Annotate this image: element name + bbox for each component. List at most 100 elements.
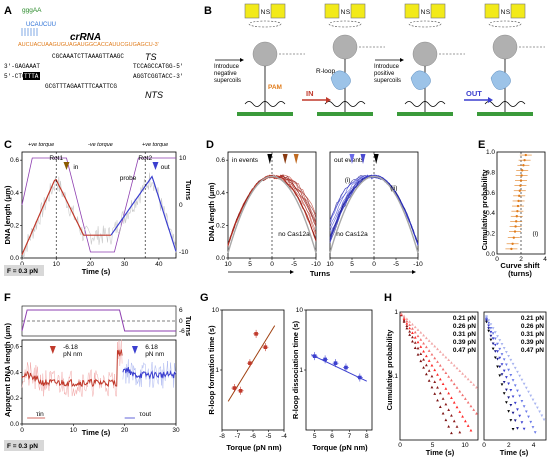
h-point	[422, 358, 425, 361]
h-point	[472, 408, 476, 411]
h-point	[500, 343, 504, 346]
h-point	[450, 396, 453, 399]
d-title: out events	[334, 157, 365, 164]
c-probe-label: probe	[120, 175, 137, 182]
c-in-label: in	[73, 164, 78, 171]
h-xtick-label: 0	[398, 442, 402, 449]
f-ylabel: Apparent DNA length (μm)	[3, 323, 12, 417]
h-legend-entry: 0.39 pN	[453, 339, 476, 346]
h-point	[472, 383, 476, 386]
g-frame	[305, 309, 373, 431]
h-point	[491, 327, 495, 330]
h-point	[491, 332, 495, 335]
d-ylabel: DNA length (μm)	[207, 182, 216, 241]
d-ytick-label: 0.4	[216, 190, 225, 197]
panel-g: G 1 10 -8 -7 -6 -5 -4 1 10 5 6 7 8 R-loop formation …	[200, 292, 373, 452]
h-point	[447, 358, 451, 362]
h-point	[493, 350, 497, 353]
h-point	[505, 350, 508, 354]
h-point	[416, 346, 420, 350]
step-arrow-head	[240, 58, 244, 62]
h-point	[444, 371, 448, 375]
g-left-xlabel: Torque (pN nm)	[226, 443, 282, 452]
magnet-n-label: N	[501, 9, 506, 16]
c-xtick-label: 40	[155, 261, 163, 268]
g-point	[254, 332, 258, 336]
h-point	[531, 426, 535, 429]
f-turn-tick: 6	[179, 307, 183, 314]
g-point	[344, 365, 348, 370]
h-point	[536, 406, 539, 410]
panel-e: E 0.0 0.2 0.4 0.6 0.8 1.0 0 2 4 (i) Cumulative pr…	[478, 139, 547, 278]
g-point	[263, 345, 268, 349]
c-ytick-label: 0.0	[10, 255, 19, 262]
h-point	[402, 320, 406, 323]
b-step1: Introduce negative supercoils	[214, 64, 241, 84]
d-xarrow	[228, 270, 416, 274]
panel-label-e: E	[478, 139, 485, 151]
e-point	[524, 153, 527, 157]
h-point	[463, 419, 467, 423]
h-point	[438, 350, 442, 353]
cas12a	[330, 70, 351, 90]
panel-label-g: G	[200, 292, 209, 304]
c-plot: 0.0 0.2 0.4 0.6 0 10 20 30 40 10 0 -10 Rot1 Rot2 in out…	[10, 151, 189, 268]
h-point	[458, 410, 462, 413]
h-point	[433, 356, 437, 360]
b-arrow-in: IN	[302, 89, 331, 103]
d-xtick-label: 10	[326, 261, 334, 268]
h-point	[438, 405, 442, 408]
f-xtick-label: 10	[70, 427, 78, 434]
h-point	[485, 316, 488, 320]
magnet-left	[324, 3, 340, 19]
h-point	[411, 322, 414, 326]
h-point	[436, 398, 439, 402]
h-point	[402, 316, 406, 319]
h-point	[452, 363, 456, 367]
rotation-arrow	[328, 20, 362, 28]
h-point	[502, 392, 506, 395]
h-point	[413, 346, 417, 350]
h-point	[419, 352, 423, 356]
h-legend-entry: 0.47 pN	[453, 347, 476, 354]
c-ytick-label: 0.2	[10, 222, 19, 229]
h-point	[427, 359, 431, 362]
c-out-label: out	[161, 164, 170, 171]
d-xtick-label: 0	[372, 261, 376, 268]
h-point	[433, 380, 437, 383]
magnet-n-label: N	[341, 9, 346, 16]
h-point	[527, 390, 530, 394]
c-xtick-label: 0	[20, 261, 24, 268]
e-point	[513, 230, 517, 233]
g-right-ylabel: R-loop dissociation time (s)	[291, 320, 300, 419]
g-xtick-label: -4	[281, 433, 287, 440]
h-point	[533, 402, 537, 406]
g-point	[358, 375, 362, 380]
crrna-label: crRNA	[70, 32, 101, 43]
bead	[252, 41, 278, 67]
g-point	[248, 361, 252, 365]
h-point	[416, 328, 420, 331]
c-force-pos2: +ve torque	[142, 142, 168, 148]
h-point	[438, 377, 442, 381]
h-point	[455, 386, 459, 389]
e-point	[516, 209, 519, 213]
c-raw-trace	[21, 172, 177, 259]
h-point	[438, 364, 442, 367]
g-ytick-label: 10	[212, 307, 220, 314]
c-force-box	[4, 265, 44, 276]
e-frame	[496, 151, 546, 255]
seq-loop: UCAUCUU	[26, 22, 56, 28]
rotation-arrow	[248, 20, 282, 28]
h-legend-entry: 0.21 pN	[453, 315, 476, 322]
d-ytick-label: 0.0	[216, 255, 225, 262]
d-curve	[227, 174, 317, 244]
c-turn-tick: 10	[179, 155, 187, 162]
h-xtick-label: 5	[431, 442, 435, 449]
magnet-n-label: N	[261, 9, 266, 16]
g-ytick-label: 10	[296, 307, 304, 314]
magnet-left	[484, 3, 500, 19]
h-point	[452, 382, 456, 386]
h-point	[430, 342, 434, 345]
